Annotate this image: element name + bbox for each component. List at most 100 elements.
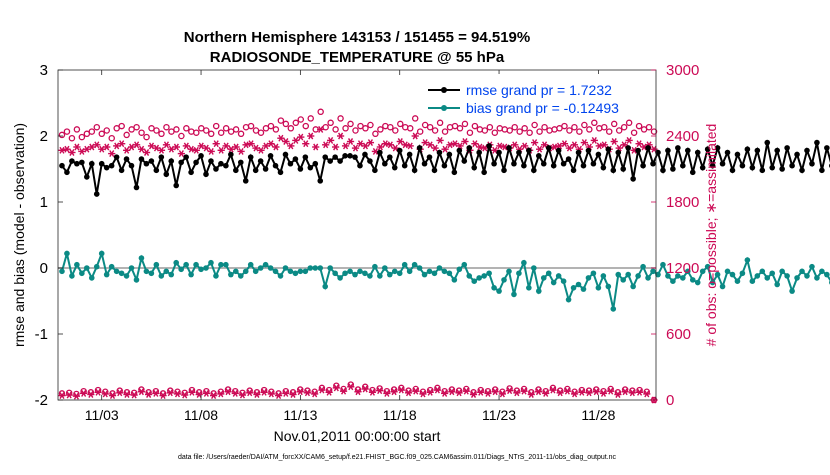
- rmse-point: [784, 145, 790, 151]
- rmse-point: [237, 159, 244, 166]
- possible-point: [372, 130, 379, 138]
- bias-point: [228, 271, 234, 278]
- rmse-point: [69, 158, 75, 164]
- rmse-point: [575, 149, 582, 156]
- assimilated-point: [267, 140, 275, 148]
- bias-point: [630, 283, 636, 290]
- rmse-point: [431, 167, 438, 174]
- assimilated-point: [63, 145, 71, 153]
- bias-point: [257, 265, 264, 271]
- bias-line: [61, 250, 830, 310]
- rmse-point: [506, 145, 512, 151]
- assimilated_low-point: [238, 391, 247, 399]
- assimilated_low-point: [592, 388, 600, 396]
- rmse-point: [585, 147, 592, 154]
- assimilated-point: [152, 144, 161, 152]
- rmse-point: [535, 153, 542, 159]
- possible-point: [481, 127, 489, 134]
- assimilated-point: [600, 141, 608, 149]
- rmse-point: [277, 169, 284, 176]
- bias-point: [158, 273, 165, 279]
- possible-point: [302, 122, 310, 130]
- x-tick-label: 11/23: [482, 407, 516, 423]
- assimilated-point: [625, 136, 633, 144]
- rmse-point: [521, 162, 527, 169]
- bias-point: [684, 268, 691, 275]
- assimilated_low-point: [173, 390, 182, 398]
- possible-point: [123, 131, 130, 139]
- assimilated-point: [451, 140, 459, 148]
- rmse-point: [734, 151, 741, 158]
- bias-point: [640, 263, 646, 270]
- bias-point: [64, 250, 70, 257]
- rmse-point: [675, 145, 681, 151]
- assimilated_low-point: [123, 391, 131, 398]
- assimilated-point: [137, 145, 146, 153]
- possible-point: [367, 121, 374, 129]
- bias-point: [466, 273, 473, 279]
- rmse-point: [228, 151, 234, 158]
- assimilated_low-point: [397, 386, 405, 394]
- rmse-point: [739, 162, 746, 169]
- bias-point: [193, 261, 199, 268]
- assimilated_low-point: [513, 389, 521, 397]
- rmse-point: [481, 169, 487, 176]
- assimilated-point: [292, 136, 300, 144]
- rmse-point: [759, 167, 766, 174]
- bias-point: [506, 268, 512, 275]
- bias-point: [819, 268, 825, 275]
- rmse-point: [337, 158, 343, 164]
- assimilated_low-point: [181, 391, 189, 399]
- assimilated_low-point: [217, 390, 225, 398]
- rmse-point: [158, 154, 165, 160]
- assimilated-point: [252, 144, 260, 152]
- assimilated-point: [491, 146, 499, 154]
- rmse-point: [312, 160, 319, 167]
- bias-point: [789, 288, 795, 294]
- bias-point: [814, 275, 820, 281]
- assimilated_low-point: [339, 387, 348, 395]
- bias-point: [600, 273, 607, 279]
- assimilated-point: [287, 142, 295, 150]
- rmse-point: [645, 145, 651, 151]
- rmse-point: [799, 167, 805, 174]
- assimilated-point: [242, 141, 250, 149]
- possible-point: [362, 125, 369, 132]
- rmse-point: [247, 154, 254, 160]
- bias-point: [317, 265, 324, 271]
- bias-point: [213, 273, 219, 279]
- bias-point: [84, 265, 90, 271]
- bias-point: [178, 266, 184, 273]
- assimilated_low-point: [607, 387, 615, 395]
- bias-point: [496, 288, 502, 294]
- bias-point: [401, 261, 408, 268]
- bias-point: [784, 273, 790, 279]
- assimilated_low-point: [65, 391, 73, 399]
- rmse-point: [421, 160, 428, 167]
- bias-point: [615, 271, 622, 278]
- assimilated-point: [366, 139, 375, 147]
- bias-point: [252, 268, 259, 275]
- assimilated-point: [336, 132, 345, 140]
- possible-point: [645, 123, 653, 131]
- assimilated_low-point: [108, 392, 117, 400]
- rmse-point: [580, 162, 587, 169]
- rmse-point: [233, 167, 239, 174]
- assimilated-point: [550, 143, 559, 151]
- assimilated-point: [610, 138, 618, 145]
- possible-point: [153, 127, 160, 134]
- bias-point: [352, 271, 358, 278]
- assimilated_low-point: [253, 391, 261, 398]
- rmse-point: [108, 162, 115, 169]
- rmse-point: [824, 145, 830, 151]
- bias-point: [98, 250, 105, 257]
- assimilated_low-point: [506, 387, 514, 395]
- assimilated-point: [317, 125, 325, 133]
- possible-point: [158, 130, 165, 138]
- rmse-point: [173, 182, 180, 189]
- possible-point: [98, 130, 106, 138]
- bias-point: [486, 270, 492, 277]
- rmse-point: [322, 154, 329, 160]
- assimilated_low-point: [347, 383, 355, 391]
- assimilated-point: [421, 139, 429, 147]
